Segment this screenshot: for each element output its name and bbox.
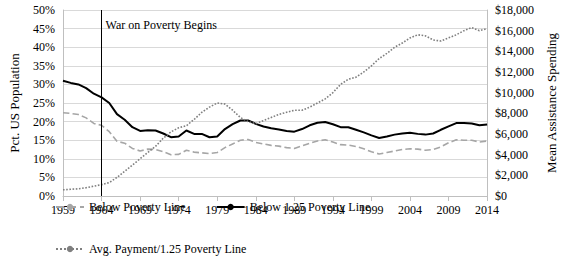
svg-text:2004: 2004	[398, 203, 422, 217]
svg-text:25%: 25%	[33, 96, 55, 110]
svg-text:10%: 10%	[33, 152, 55, 166]
svg-text:1959: 1959	[51, 203, 75, 217]
svg-text:Below 1.25 Poverty Line: Below 1.25 Poverty Line	[250, 200, 371, 214]
svg-text:Avg. Payment/1.25 Poverty Line: Avg. Payment/1.25 Poverty Line	[89, 242, 246, 256]
svg-text:5%: 5%	[39, 170, 55, 184]
svg-text:$2,000: $2,000	[495, 168, 528, 182]
svg-text:$8,000: $8,000	[495, 106, 528, 120]
svg-text:50%: 50%	[33, 3, 55, 17]
svg-text:15%: 15%	[33, 133, 55, 147]
svg-text:$6,000: $6,000	[495, 127, 528, 141]
svg-text:0%: 0%	[39, 189, 55, 203]
svg-text:$0: $0	[495, 189, 507, 203]
svg-text:20%: 20%	[33, 115, 55, 129]
svg-text:1999: 1999	[359, 203, 384, 217]
svg-text:$16,000: $16,000	[495, 24, 534, 38]
svg-text:Below Poverty Line: Below Poverty Line	[89, 200, 186, 214]
svg-text:2009: 2009	[437, 203, 461, 217]
svg-text:40%: 40%	[33, 40, 55, 54]
svg-text:$14,000: $14,000	[495, 44, 534, 58]
svg-text:30%: 30%	[33, 77, 55, 91]
svg-text:Mean Assistance Spending: Mean Assistance Spending	[544, 32, 559, 173]
svg-text:War on Poverty Begins: War on Poverty Begins	[106, 18, 218, 32]
svg-text:$4,000: $4,000	[495, 148, 528, 162]
svg-text:45%: 45%	[33, 22, 55, 36]
svg-text:35%: 35%	[33, 59, 55, 73]
svg-text:1979: 1979	[205, 203, 229, 217]
svg-text:Pct. US Population: Pct. US Population	[7, 53, 22, 153]
svg-text:$12,000: $12,000	[495, 65, 534, 79]
svg-text:$10,000: $10,000	[495, 86, 534, 100]
svg-text:2014: 2014	[475, 203, 499, 217]
svg-text:$18,000: $18,000	[495, 3, 534, 17]
